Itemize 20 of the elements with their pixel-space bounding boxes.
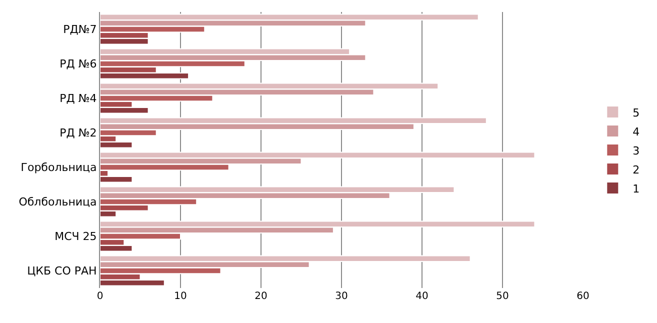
x-tick-label: 0	[96, 291, 104, 302]
y-tick-label: Горбольница	[20, 161, 97, 174]
y-tick-label: Облбольница	[18, 196, 97, 209]
y-tick-label: МСЧ 25	[54, 230, 97, 244]
legend-label: 3	[632, 144, 640, 158]
x-tick-label: 40	[416, 291, 428, 302]
y-tick-label: РД№7	[63, 23, 97, 36]
x-tick-label: 10	[174, 291, 187, 302]
legend-label: 5	[632, 106, 640, 120]
legend-label: 1	[632, 182, 640, 196]
y-tick-label: РД №6	[60, 58, 97, 71]
x-tick-label: 20	[254, 291, 268, 302]
x-tick-label: 50	[496, 291, 509, 302]
y-tick-label: РД №2	[60, 126, 97, 140]
y-tick-label: ЦКБ СО РАН	[27, 264, 97, 278]
y-tick-label: РД №4	[60, 92, 97, 106]
legend-label: 2	[632, 163, 640, 176]
x-tick-label: 30	[335, 291, 348, 302]
legend-label: 4	[632, 125, 640, 138]
x-tick-label: 60	[576, 291, 590, 302]
